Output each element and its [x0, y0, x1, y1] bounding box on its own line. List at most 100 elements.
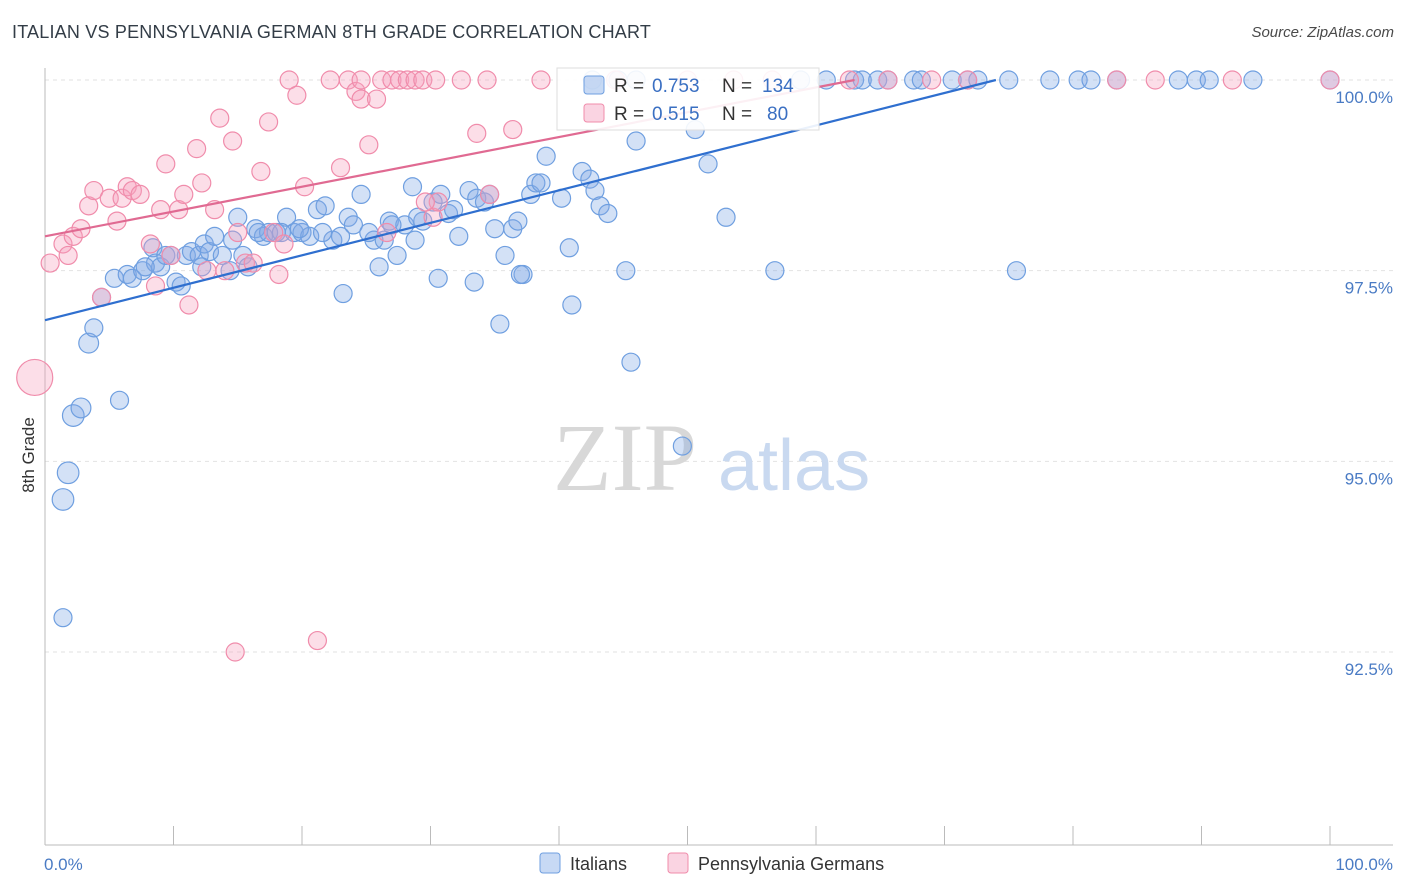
x-tick-label-1: 100.0%: [1335, 855, 1393, 874]
point-0-0: [53, 608, 73, 628]
trend-line-0: [44, 78, 997, 322]
point-1-6: [79, 196, 99, 216]
point-1-24: [192, 173, 212, 193]
point-1-18: [156, 154, 176, 174]
axes: [44, 68, 1393, 846]
point-1-46: [359, 135, 379, 155]
point-1-60: [503, 119, 523, 140]
gridlines: [45, 79, 1393, 653]
stats-n-value-italians: 134: [762, 76, 794, 97]
point-0-98: [911, 70, 931, 90]
stats-r-label-pennsylvania-germans: R =: [614, 104, 644, 125]
point-0-28: [233, 245, 253, 266]
point-1-11: [112, 188, 132, 208]
point-0-59: [485, 219, 505, 239]
point-1-52: [397, 70, 417, 90]
point-1-33: [251, 161, 271, 182]
chart-title: ITALIAN VS PENNSYLVANIA GERMAN 8TH GRADE…: [12, 22, 652, 42]
x-tick-labels: 0.0% 100.0%: [44, 855, 1393, 874]
point-0-64: [526, 173, 546, 193]
point-0-76: [562, 295, 582, 315]
point-0-43: [343, 215, 363, 235]
legend-swatch-italians: [539, 852, 561, 874]
point-1-76: [351, 70, 371, 90]
point-0-115: [312, 222, 333, 243]
point-0-116: [289, 219, 310, 239]
stats-r-value-italians: 0.753: [652, 76, 700, 97]
point-1-51: [390, 70, 410, 90]
point-0-79: [464, 272, 484, 292]
stats-n-label-pennsylvania-germans: N =: [722, 104, 752, 125]
point-0-25: [212, 245, 232, 266]
point-1-77: [426, 70, 446, 90]
point-1-7: [84, 180, 104, 201]
point-0-123: [444, 200, 464, 220]
point-0-110: [1243, 70, 1263, 90]
point-0-71: [590, 196, 610, 216]
x-tick-label-0: 0.0%: [44, 855, 83, 874]
point-0-80: [405, 230, 425, 250]
point-0-128: [508, 211, 528, 231]
y-tick-label-3: 100.0%: [1335, 88, 1393, 107]
point-0-83: [428, 268, 448, 288]
point-0-53: [431, 184, 451, 204]
point-0-50: [402, 177, 423, 197]
point-1-53: [405, 70, 425, 90]
point-0-81: [369, 257, 389, 277]
point-1-59: [480, 184, 500, 204]
point-1-42: [330, 158, 351, 178]
point-1-37: [274, 234, 294, 254]
point-0-125: [192, 257, 212, 277]
series-1-points: [16, 70, 1340, 662]
point-0-3: [61, 404, 85, 427]
point-1-39: [287, 85, 307, 105]
y-tick-label-0: 92.5%: [1345, 660, 1393, 679]
point-1-3: [58, 245, 78, 266]
point-1-78: [477, 70, 497, 90]
point-0-7: [109, 390, 130, 410]
point-0-2: [56, 461, 80, 485]
point-1-74: [225, 642, 245, 662]
point-0-34: [276, 207, 297, 227]
point-0-88: [716, 207, 736, 227]
point-1-57: [451, 70, 471, 90]
watermark-zip: ZIP: [553, 404, 697, 511]
point-1-69: [958, 70, 978, 90]
point-0-117: [248, 222, 268, 243]
point-0-120: [135, 257, 155, 277]
point-1-71: [1145, 70, 1165, 90]
point-1-75: [307, 630, 328, 651]
point-0-84: [672, 436, 692, 456]
stats-swatch-italians: [583, 75, 605, 95]
point-0-60: [495, 245, 515, 266]
point-0-105: [1081, 70, 1101, 90]
point-0-82: [333, 283, 353, 304]
stats-box-frame: [556, 67, 820, 131]
point-0-23: [199, 242, 220, 262]
legend-label-italians: Italians: [570, 854, 627, 874]
point-0-48: [387, 245, 407, 266]
point-0-107: [1168, 70, 1188, 90]
point-1-70: [1107, 70, 1127, 90]
point-0-21: [189, 245, 209, 266]
point-1-68: [922, 70, 942, 90]
point-0-5: [78, 332, 100, 354]
point-0-75: [536, 146, 556, 166]
y-tick-label-2: 97.5%: [1345, 279, 1393, 298]
point-1-27: [210, 108, 230, 128]
watermark-atlas: atlas: [718, 426, 870, 506]
point-1-23: [187, 139, 207, 159]
stats-box: R = 0.753 N = 134 R = 0.515 N = 80: [556, 67, 820, 131]
y-axis-title: 8th Grade: [19, 417, 38, 493]
point-0-85: [626, 131, 646, 151]
point-0-67: [559, 238, 579, 258]
point-1-67: [878, 70, 898, 90]
point-1-1: [40, 253, 60, 273]
point-0-31: [253, 226, 274, 246]
point-1-79: [415, 192, 435, 212]
point-0-16: [156, 245, 176, 266]
point-1-29: [223, 131, 243, 151]
point-0-37: [300, 226, 320, 246]
point-0-44: [351, 184, 371, 204]
